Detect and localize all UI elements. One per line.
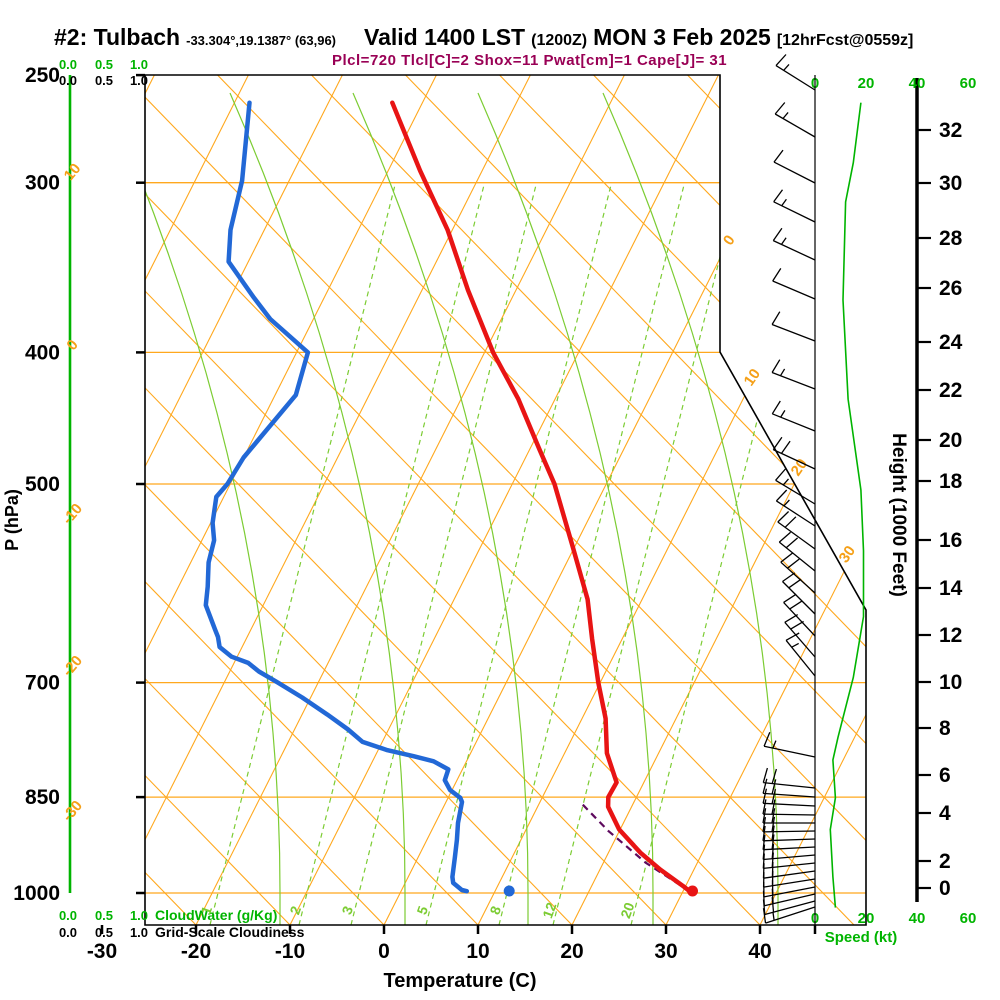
- svg-text:26: 26: [939, 277, 962, 300]
- svg-text:3: 3: [338, 904, 356, 917]
- svg-text:0.5: 0.5: [95, 73, 113, 88]
- svg-text:30: 30: [654, 940, 677, 963]
- svg-text:0: 0: [378, 940, 390, 963]
- svg-text:40: 40: [748, 940, 771, 963]
- svg-text:0: 0: [720, 232, 739, 249]
- svg-text:0: 0: [939, 877, 951, 900]
- svg-text:700: 700: [25, 672, 60, 695]
- svg-text:0.5: 0.5: [95, 57, 113, 72]
- valid-time: Valid 1400 LST: [364, 24, 526, 50]
- svg-text:8: 8: [939, 717, 951, 740]
- svg-text:500: 500: [25, 473, 60, 496]
- svg-text:-10: -10: [275, 940, 305, 963]
- svg-text:10: 10: [741, 366, 764, 389]
- svg-text:Height (1000 Feet): Height (1000 Feet): [888, 433, 909, 597]
- svg-text:10: 10: [61, 160, 85, 184]
- svg-text:Speed (kt): Speed (kt): [825, 929, 898, 946]
- svg-text:0.5: 0.5: [95, 925, 113, 940]
- svg-text:4: 4: [939, 802, 951, 825]
- svg-text:300: 300: [25, 172, 60, 195]
- svg-text:24: 24: [939, 331, 963, 354]
- svg-text:-20: -20: [181, 940, 211, 963]
- svg-text:18: 18: [939, 470, 963, 493]
- svg-text:14: 14: [939, 577, 963, 600]
- svg-text:20: 20: [858, 910, 875, 927]
- svg-text:-30: -30: [87, 940, 117, 963]
- svg-text:1.0: 1.0: [130, 908, 148, 923]
- surface-temp-dot: [687, 885, 698, 897]
- svg-text:12: 12: [939, 624, 962, 647]
- station-label: #2: Tulbach: [54, 24, 181, 50]
- svg-text:30: 30: [939, 172, 962, 195]
- pressure-axis: 250 300 400 500 700 850 1000 P (hPa): [2, 64, 145, 905]
- svg-text:250: 250: [25, 64, 60, 87]
- svg-text:40: 40: [909, 75, 926, 92]
- svg-text:0.5: 0.5: [95, 908, 113, 923]
- plot-frame: [68, 74, 867, 926]
- svg-text:20: 20: [560, 940, 583, 963]
- svg-text:-30: -30: [59, 797, 86, 825]
- svg-text:10: 10: [939, 671, 962, 694]
- wind-speed-profile: [829, 102, 865, 908]
- svg-text:5: 5: [413, 904, 431, 917]
- svg-text:0.0: 0.0: [59, 57, 77, 72]
- dewpoint-curve: [203, 100, 470, 894]
- svg-text:0.0: 0.0: [59, 908, 77, 923]
- svg-text:1.0: 1.0: [130, 925, 148, 940]
- svg-text:0.0: 0.0: [59, 925, 77, 940]
- svg-text:2: 2: [286, 904, 304, 917]
- sounding-params: Plcl=720 Tlcl[C]=2 Shox=11 Pwat[cm]=1 Ca…: [332, 52, 728, 69]
- valid-zulu: (1200Z): [531, 32, 588, 49]
- svg-text:20: 20: [858, 75, 875, 92]
- valid-date: MON 3 Feb 2025: [593, 24, 771, 50]
- chart-title: #2: Tulbach -33.304°,19.1387° (63,96) Va…: [54, 24, 919, 51]
- svg-text:60: 60: [960, 75, 977, 92]
- svg-text:0: 0: [63, 336, 81, 353]
- surface-dewpoint-dot: [503, 885, 515, 897]
- svg-text:2: 2: [939, 850, 951, 873]
- temperature-axis: -30 -20 -10 0 10 20 30 40 Temperature (C): [87, 925, 817, 992]
- svg-text:6: 6: [939, 764, 951, 787]
- svg-text:0.0: 0.0: [59, 73, 77, 88]
- svg-text:8: 8: [486, 904, 504, 917]
- svg-text:32: 32: [939, 119, 962, 142]
- svg-text:28: 28: [939, 227, 963, 250]
- sounding-curves: [203, 100, 698, 897]
- cloudwater-label: CloudWater (g/Kg): [155, 907, 277, 923]
- svg-text:12: 12: [539, 900, 559, 920]
- svg-text:20: 20: [939, 429, 962, 452]
- svg-text:40: 40: [909, 910, 926, 927]
- svg-text:P (hPa): P (hPa): [2, 489, 22, 551]
- svg-text:-20: -20: [59, 652, 86, 680]
- forecast-tag: [12hrFcst@0559z]: [776, 32, 914, 49]
- temperature-curve: [390, 100, 692, 894]
- skewt-grid: [145, 75, 866, 925]
- svg-text:30: 30: [836, 543, 859, 566]
- svg-text:1.0: 1.0: [130, 57, 148, 72]
- svg-text:22: 22: [939, 379, 962, 402]
- svg-text:60: 60: [960, 910, 977, 927]
- svg-text:10: 10: [466, 940, 489, 963]
- svg-text:-10: -10: [59, 500, 86, 528]
- cloudiness-label: Grid-Scale Cloudiness: [155, 924, 305, 940]
- svg-text:16: 16: [939, 529, 962, 552]
- svg-text:Temperature (C): Temperature (C): [384, 970, 537, 992]
- svg-text:20: 20: [788, 456, 811, 479]
- svg-text:1.0: 1.0: [130, 73, 148, 88]
- cloud-scales: 0.00.00.00.00.50.50.50.51.01.01.01.0Clou…: [59, 57, 305, 940]
- svg-text:400: 400: [25, 341, 60, 364]
- wind-barbs: [762, 54, 816, 925]
- svg-text:20: 20: [617, 900, 637, 920]
- svg-text:850: 850: [25, 786, 60, 809]
- station-coords: -33.304°,19.1387° (63,96): [186, 33, 337, 48]
- svg-text:1000: 1000: [13, 882, 60, 905]
